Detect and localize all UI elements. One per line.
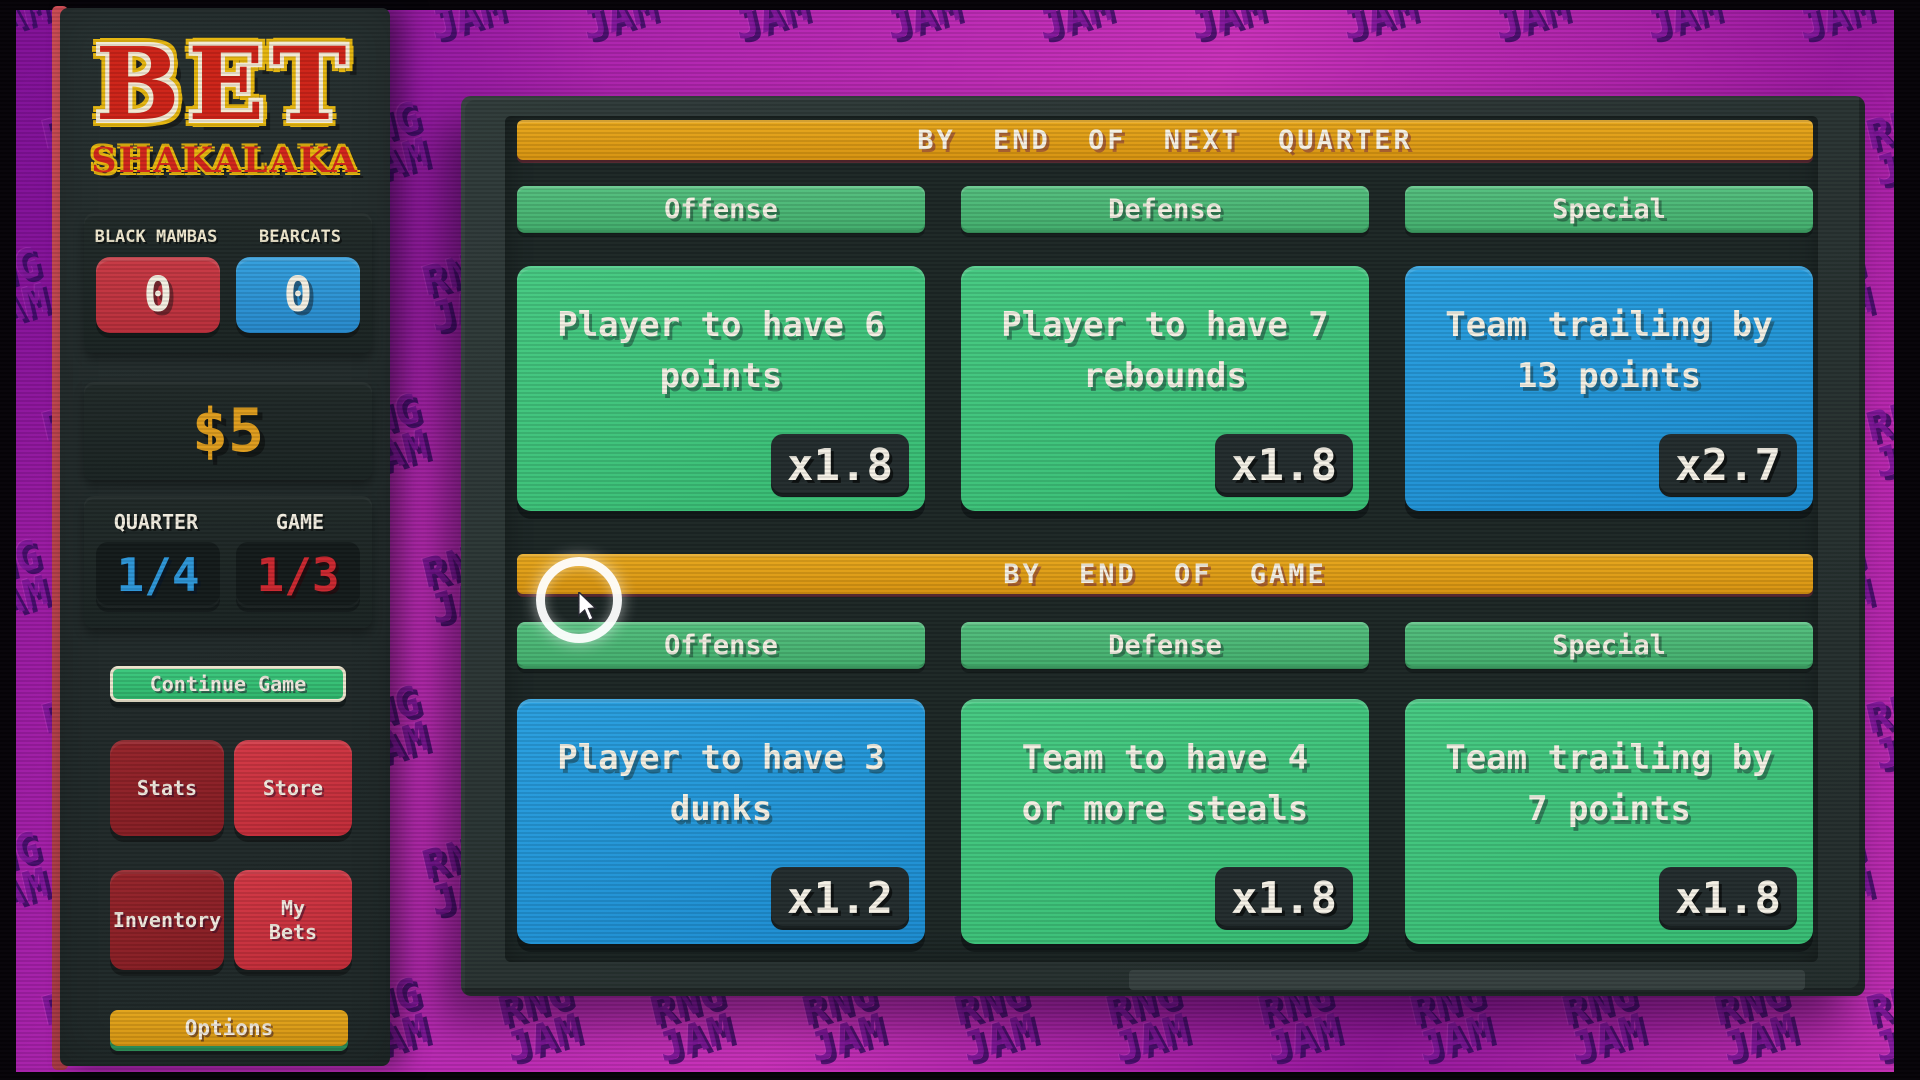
logo-line2: SHAKALAKA [91, 140, 359, 181]
rng-jam-tile: RNG JAM [1862, 92, 1894, 196]
category-header-offense: Offense [517, 186, 925, 233]
multiplier-badge: x1.8 [1659, 867, 1797, 930]
game-value: 1/3 [236, 542, 360, 608]
multiplier-badge: x1.2 [771, 867, 909, 930]
category-header-special: Special [1405, 622, 1813, 669]
home-score: 0 [96, 257, 220, 333]
category-label: Defense [1108, 630, 1222, 661]
category-header-defense: Defense [961, 622, 1369, 669]
home-team-name: BLACK MAMBAS [94, 227, 218, 247]
rng-jam-tile: RNG JAM [1862, 384, 1894, 488]
scoreboard-panel: BLACK MAMBAS BEARCATS 0 0 [84, 213, 372, 353]
cursor-pointer-icon [578, 592, 598, 622]
multiplier-badge: x2.7 [1659, 434, 1797, 497]
rng-jam-tile: RNG JAM [16, 530, 53, 634]
sidebar: BET SHAKALAKA BLACK MAMBAS BEARCATS 0 0 … [60, 8, 390, 1066]
section-title-text: BY END OF GAME [1003, 558, 1327, 590]
progress-panel: QUARTER GAME 1/4 1/3 [84, 496, 372, 628]
options-button[interactable]: Options [110, 1010, 348, 1046]
game-label: GAME [275, 510, 325, 534]
rng-jam-tile: RNG JAM [16, 238, 53, 342]
rng-jam-tile: RNG JAM [418, 10, 509, 50]
game-logo: BET SHAKALAKA [60, 34, 390, 181]
rng-jam-tile: RNG JAM [874, 10, 965, 50]
bet-card-end-game-defense[interactable]: Team to have 4 or more steals x1.8 [961, 699, 1369, 944]
section-title-text: BY END OF NEXT QUARTER [917, 124, 1413, 156]
my-bets-button[interactable]: My Bets [234, 870, 352, 970]
bet-card-end-game-offense[interactable]: Player to have 3 dunks x1.2 [517, 699, 925, 944]
bet-card-next-quarter-offense[interactable]: Player to have 6 points x1.8 [517, 266, 925, 511]
rng-jam-tile: RNG JAM [1178, 10, 1269, 50]
rng-jam-tile: RNG JAM [1862, 676, 1894, 780]
bet-card-next-quarter-defense[interactable]: Player to have 7 rebounds x1.8 [961, 266, 1369, 511]
bet-description: Player to have 7 rebounds [1001, 305, 1329, 396]
multiplier-badge: x1.8 [1215, 867, 1353, 930]
inventory-button[interactable]: Inventory [110, 870, 224, 970]
rng-jam-tile: RNG JAM [1634, 10, 1725, 50]
bet-card-end-game-special[interactable]: Team trailing by 7 points x1.8 [1405, 699, 1813, 944]
category-header-special: Special [1405, 186, 1813, 233]
rng-jam-tile: RNG JAM [1026, 10, 1117, 50]
money-amount: $5 [191, 396, 265, 466]
away-score: 0 [236, 257, 360, 333]
section-title-next-quarter: BY END OF NEXT QUARTER [517, 120, 1813, 160]
rng-jam-tile: RNG JAM [1330, 10, 1421, 50]
rng-jam-tile: RNG JAM [1482, 10, 1573, 50]
rng-jam-tile: RNG JAM [16, 10, 53, 50]
multiplier-badge: x1.8 [1215, 434, 1353, 497]
bets-board-inset: BY END OF NEXT QUARTER Offense Defense S… [505, 116, 1818, 962]
bet-description: Player to have 6 points [557, 305, 885, 396]
category-label: Defense [1108, 194, 1222, 225]
continue-game-button[interactable]: Continue Game [110, 666, 346, 702]
rng-jam-tile: RNG JAM [722, 10, 813, 50]
bet-description: Team trailing by 13 points [1445, 305, 1773, 396]
quarter-label: QUARTER [113, 510, 199, 534]
logo-line1: BET [95, 25, 355, 143]
bet-description: Team trailing by 7 points [1445, 738, 1773, 829]
rng-jam-tile: RNG JAM [1786, 10, 1877, 50]
quarter-value: 1/4 [96, 542, 220, 608]
rng-jam-tile: RNG JAM [16, 822, 53, 926]
category-label: Offense [664, 630, 778, 661]
section-title-end-of-game: BY END OF GAME [517, 554, 1813, 594]
category-label: Offense [664, 194, 778, 225]
store-button[interactable]: Store [234, 740, 352, 836]
category-label: Special [1552, 630, 1666, 661]
category-label: Special [1552, 194, 1666, 225]
board-bottom-shelf [1129, 970, 1805, 990]
category-header-defense: Defense [961, 186, 1369, 233]
multiplier-badge: x1.8 [771, 434, 909, 497]
money-panel: $5 [84, 382, 372, 480]
rng-jam-tile: RNG JAM [1862, 968, 1894, 1072]
rng-jam-tile: RNG JAM [570, 10, 661, 50]
away-team-name: BEARCATS [259, 227, 341, 247]
stats-button[interactable]: Stats [110, 740, 224, 836]
bet-description: Team to have 4 or more steals [1021, 738, 1309, 829]
bets-board: BY END OF NEXT QUARTER Offense Defense S… [461, 96, 1865, 996]
bet-card-next-quarter-special[interactable]: Team trailing by 13 points x2.7 [1405, 266, 1813, 511]
bet-description: Player to have 3 dunks [557, 738, 885, 829]
